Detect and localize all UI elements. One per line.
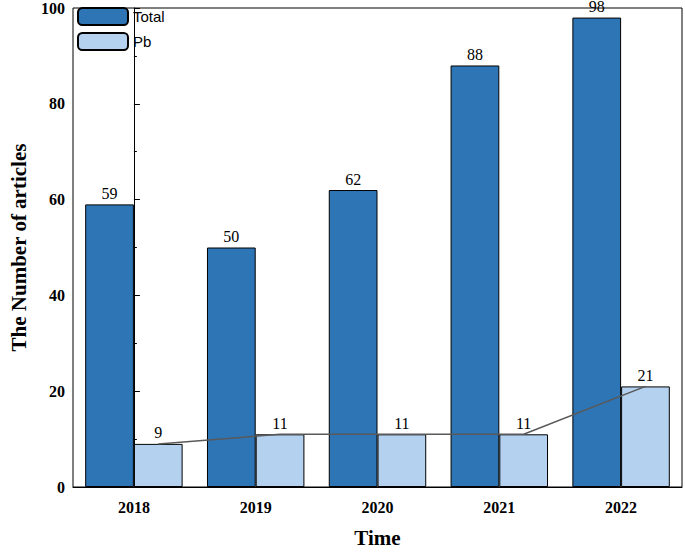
svg-text:2018: 2018: [118, 499, 150, 516]
svg-text:59: 59: [102, 185, 118, 202]
svg-text:21: 21: [637, 367, 653, 384]
svg-text:98: 98: [589, 0, 605, 15]
svg-text:62: 62: [345, 171, 361, 188]
svg-text:88: 88: [467, 46, 483, 63]
svg-text:100: 100: [41, 0, 65, 17]
svg-text:80: 80: [49, 95, 65, 112]
svg-text:Time: Time: [354, 526, 400, 550]
svg-text:11: 11: [394, 415, 409, 432]
svg-text:9: 9: [154, 424, 162, 441]
svg-text:Pb: Pb: [133, 33, 151, 50]
svg-text:The Number of articles: The Number of articles: [7, 144, 31, 352]
svg-text:2022: 2022: [605, 499, 637, 516]
svg-text:50: 50: [223, 228, 239, 245]
svg-text:20: 20: [49, 383, 65, 400]
svg-text:Total: Total: [133, 8, 165, 25]
svg-text:2021: 2021: [483, 499, 515, 516]
svg-text:0: 0: [57, 479, 65, 496]
svg-text:60: 60: [49, 191, 65, 208]
svg-text:2020: 2020: [362, 499, 394, 516]
svg-text:11: 11: [272, 415, 287, 432]
svg-text:11: 11: [516, 415, 531, 432]
svg-text:2019: 2019: [240, 499, 272, 516]
svg-text:40: 40: [49, 287, 65, 304]
